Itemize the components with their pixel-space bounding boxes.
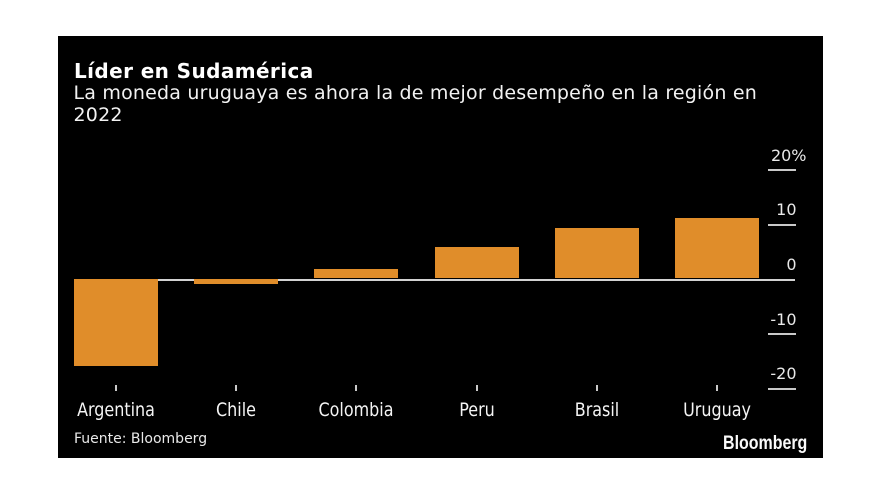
chart-subtitle: La moneda uruguaya es ahora la de mejor … xyxy=(73,82,757,126)
bar-brasil xyxy=(554,228,639,279)
y-axis-label: -20 xyxy=(770,364,797,384)
bar-uruguay xyxy=(675,218,760,279)
x-axis-tick xyxy=(475,384,478,391)
chart-title: Líder en Sudamérica xyxy=(74,58,314,83)
y-axis-label: 20% xyxy=(770,145,807,165)
chart-panel: Líder en Sudamérica La moneda uruguaya e… xyxy=(58,36,823,458)
x-axis-tick xyxy=(355,384,358,391)
y-axis-label: 0 xyxy=(786,255,797,274)
source-note: Fuente: Bloomberg xyxy=(74,430,208,447)
x-axis-label-chile: Chile xyxy=(215,399,256,422)
x-axis-tick xyxy=(716,384,719,391)
x-axis-label-argentina: Argentina xyxy=(76,399,155,422)
gridline-dash xyxy=(768,169,796,172)
x-axis-tick xyxy=(114,384,117,391)
x-axis-label-brasil: Brasil xyxy=(574,399,620,422)
bar-peru xyxy=(434,246,519,279)
y-axis-label: 10 xyxy=(776,200,797,220)
plot-area: 20% 10 0 -10 -20 Argentina Chile Colombia Peru Br… xyxy=(58,36,823,458)
x-axis-label-peru: Peru xyxy=(458,399,495,422)
x-axis-label-uruguay: Uruguay xyxy=(683,399,752,422)
x-axis-label-colombia: Colombia xyxy=(318,399,394,422)
bar-chile xyxy=(193,278,278,285)
x-axis-tick xyxy=(234,384,237,391)
zero-axis-line xyxy=(73,278,796,281)
bar-argentina xyxy=(73,278,158,367)
x-axis-tick xyxy=(595,384,598,391)
gridline-dash xyxy=(768,387,796,390)
y-axis-label: -10 xyxy=(770,309,797,329)
bar-colombia xyxy=(314,268,399,279)
gridline-dash xyxy=(768,333,796,336)
bloomberg-logo: Bloomberg xyxy=(722,432,807,454)
gridline-dash xyxy=(768,223,796,226)
